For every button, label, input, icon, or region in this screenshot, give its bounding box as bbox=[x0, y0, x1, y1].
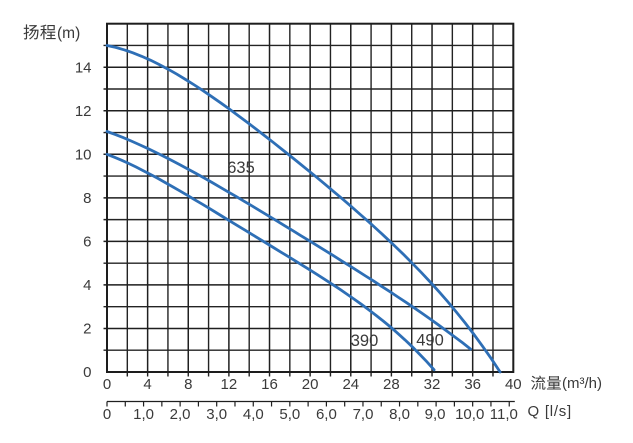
svg-text:4: 4 bbox=[83, 277, 91, 294]
svg-text:32: 32 bbox=[424, 376, 441, 393]
svg-text:10: 10 bbox=[75, 147, 92, 164]
svg-text:Q [l/s]: Q [l/s] bbox=[528, 403, 572, 420]
svg-text:2,0: 2,0 bbox=[170, 406, 191, 423]
svg-text:0: 0 bbox=[103, 376, 111, 393]
svg-text:8,0: 8,0 bbox=[389, 406, 410, 423]
svg-text:12: 12 bbox=[75, 103, 92, 120]
svg-text:(m): (m) bbox=[57, 25, 80, 42]
svg-text:0: 0 bbox=[83, 364, 91, 381]
svg-text:40: 40 bbox=[505, 376, 522, 393]
svg-text:635: 635 bbox=[227, 159, 255, 177]
svg-text:6,0: 6,0 bbox=[316, 406, 337, 423]
svg-text:14: 14 bbox=[75, 59, 92, 76]
svg-text:8: 8 bbox=[83, 190, 91, 207]
svg-text:20: 20 bbox=[302, 376, 319, 393]
svg-text:7,0: 7,0 bbox=[353, 406, 374, 423]
svg-text:11,0: 11,0 bbox=[490, 406, 518, 423]
svg-text:6: 6 bbox=[83, 234, 91, 251]
svg-text:(m³/h): (m³/h) bbox=[562, 375, 602, 392]
svg-text:36: 36 bbox=[464, 376, 481, 393]
svg-text:28: 28 bbox=[383, 376, 400, 393]
svg-text:4: 4 bbox=[143, 376, 151, 393]
svg-text:2: 2 bbox=[83, 321, 91, 338]
svg-text:9,0: 9,0 bbox=[425, 406, 446, 423]
svg-text:1,0: 1,0 bbox=[133, 406, 154, 423]
svg-text:16: 16 bbox=[261, 376, 278, 393]
svg-text:24: 24 bbox=[342, 376, 359, 393]
svg-text:0: 0 bbox=[103, 406, 111, 423]
svg-text:5,0: 5,0 bbox=[279, 406, 300, 423]
svg-text:4,0: 4,0 bbox=[243, 406, 264, 423]
svg-text:8: 8 bbox=[184, 376, 192, 393]
svg-text:10,0: 10,0 bbox=[455, 406, 484, 423]
svg-text:12: 12 bbox=[221, 376, 238, 393]
svg-text:490: 490 bbox=[416, 332, 444, 350]
svg-text:390: 390 bbox=[351, 332, 379, 350]
svg-text:3,0: 3,0 bbox=[206, 406, 227, 423]
